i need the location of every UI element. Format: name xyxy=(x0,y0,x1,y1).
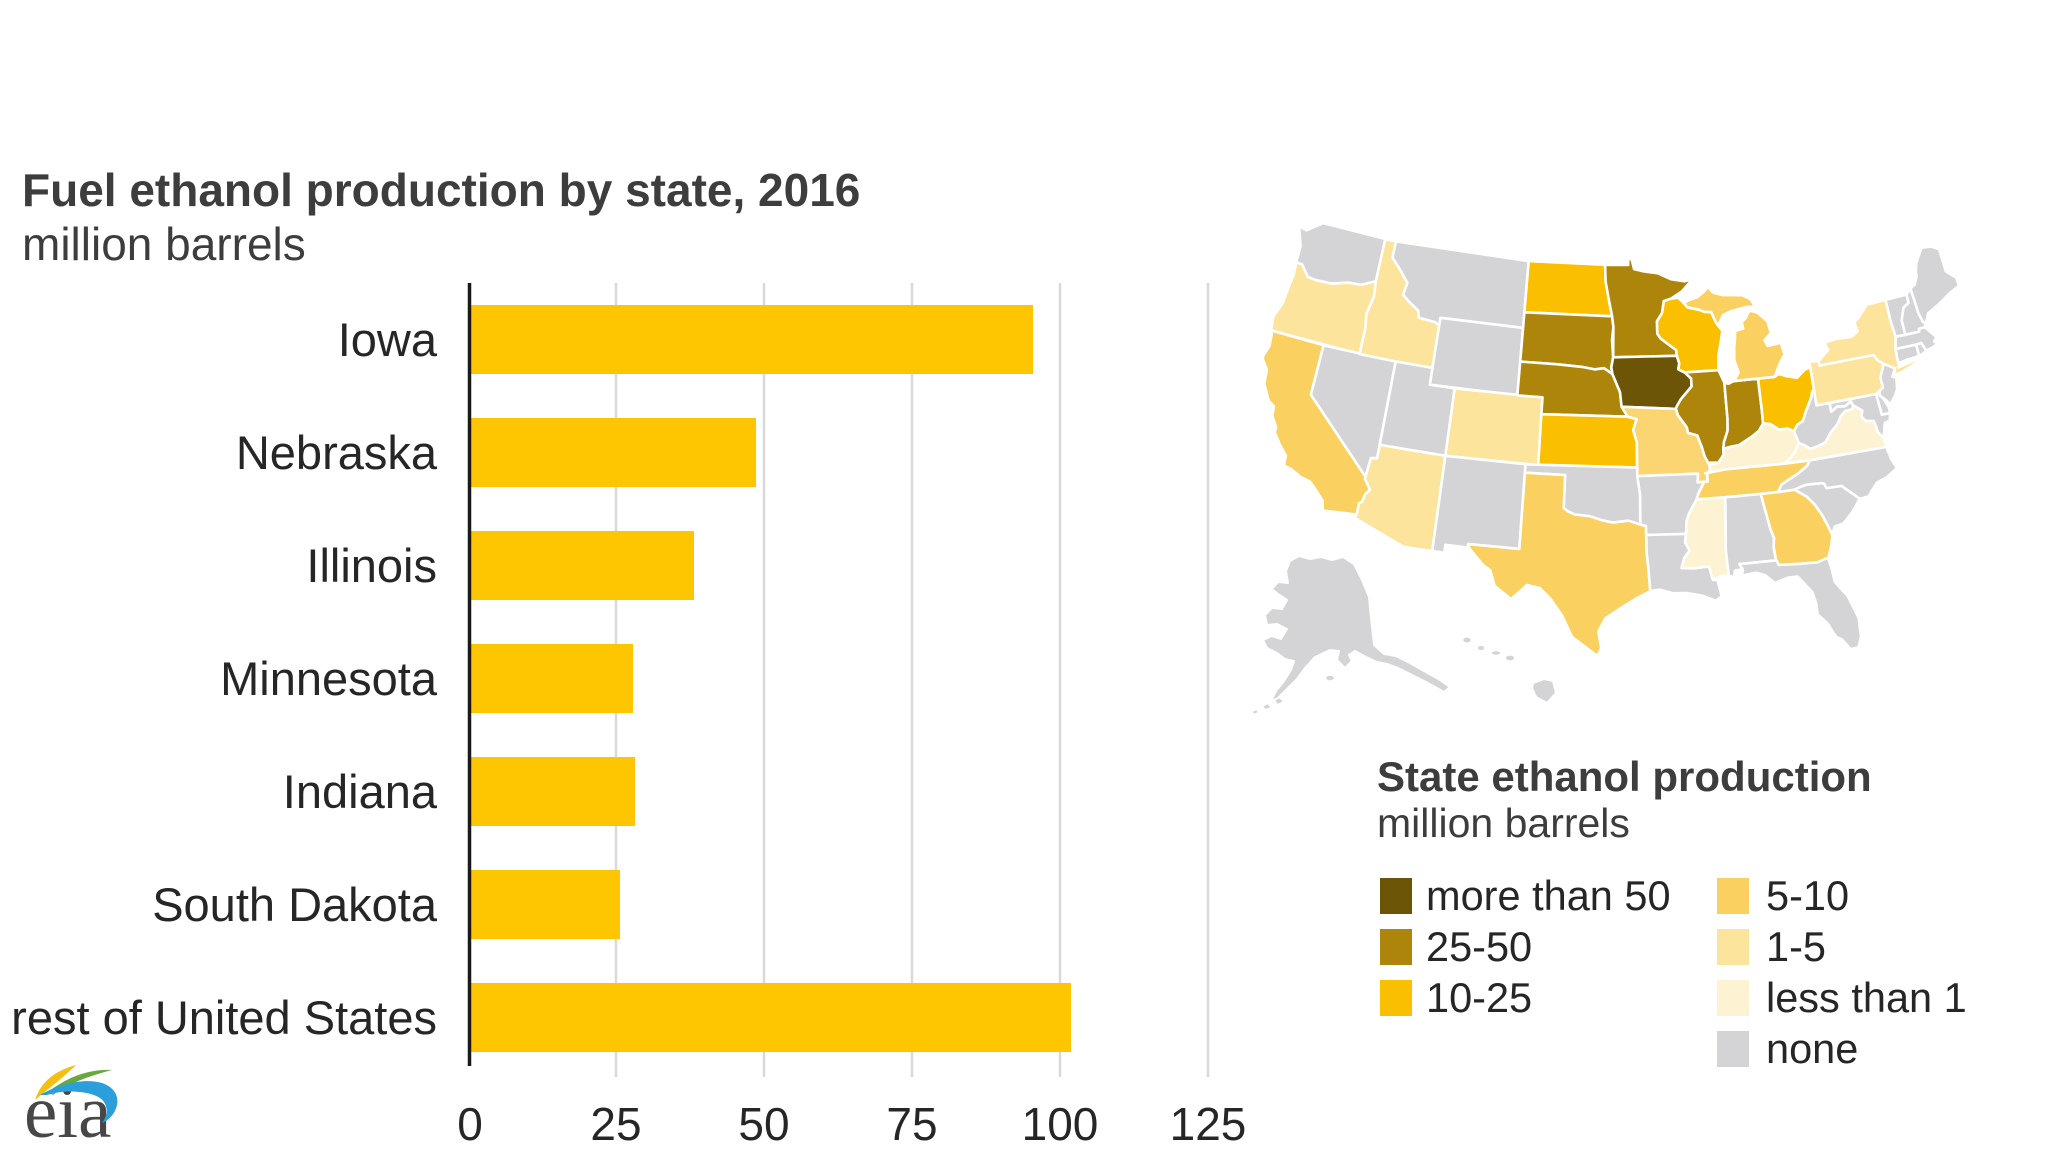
svg-text:rest of United States: rest of United States xyxy=(11,991,437,1044)
svg-text:million barrels: million barrels xyxy=(22,218,306,270)
svg-text:25: 25 xyxy=(590,1098,641,1150)
svg-text:1-5: 1-5 xyxy=(1766,923,1826,970)
svg-text:50: 50 xyxy=(738,1098,789,1150)
svg-text:125: 125 xyxy=(1170,1098,1247,1150)
svg-text:25-50: 25-50 xyxy=(1426,923,1532,970)
svg-text:million barrels: million barrels xyxy=(1377,800,1630,846)
svg-text:10-25: 10-25 xyxy=(1426,974,1532,1021)
svg-text:Iowa: Iowa xyxy=(338,313,438,366)
svg-text:State ethanol production: State ethanol production xyxy=(1377,753,1872,800)
svg-text:Fuel ethanol production by sta: Fuel ethanol production by state, 2016 xyxy=(22,164,860,216)
svg-text:0: 0 xyxy=(457,1098,483,1150)
svg-text:75: 75 xyxy=(886,1098,937,1150)
svg-text:more than 50: more than 50 xyxy=(1426,872,1671,919)
svg-text:5-10: 5-10 xyxy=(1766,872,1849,919)
svg-text:100: 100 xyxy=(1022,1098,1099,1150)
svg-text:Minnesota: Minnesota xyxy=(220,652,438,705)
svg-text:Nebraska: Nebraska xyxy=(236,426,438,479)
svg-text:none: none xyxy=(1766,1025,1858,1072)
svg-text:Illinois: Illinois xyxy=(306,539,437,592)
svg-text:less than 1: less than 1 xyxy=(1766,974,1967,1021)
svg-text:South Dakota: South Dakota xyxy=(152,878,438,931)
svg-text:Indiana: Indiana xyxy=(283,765,438,818)
